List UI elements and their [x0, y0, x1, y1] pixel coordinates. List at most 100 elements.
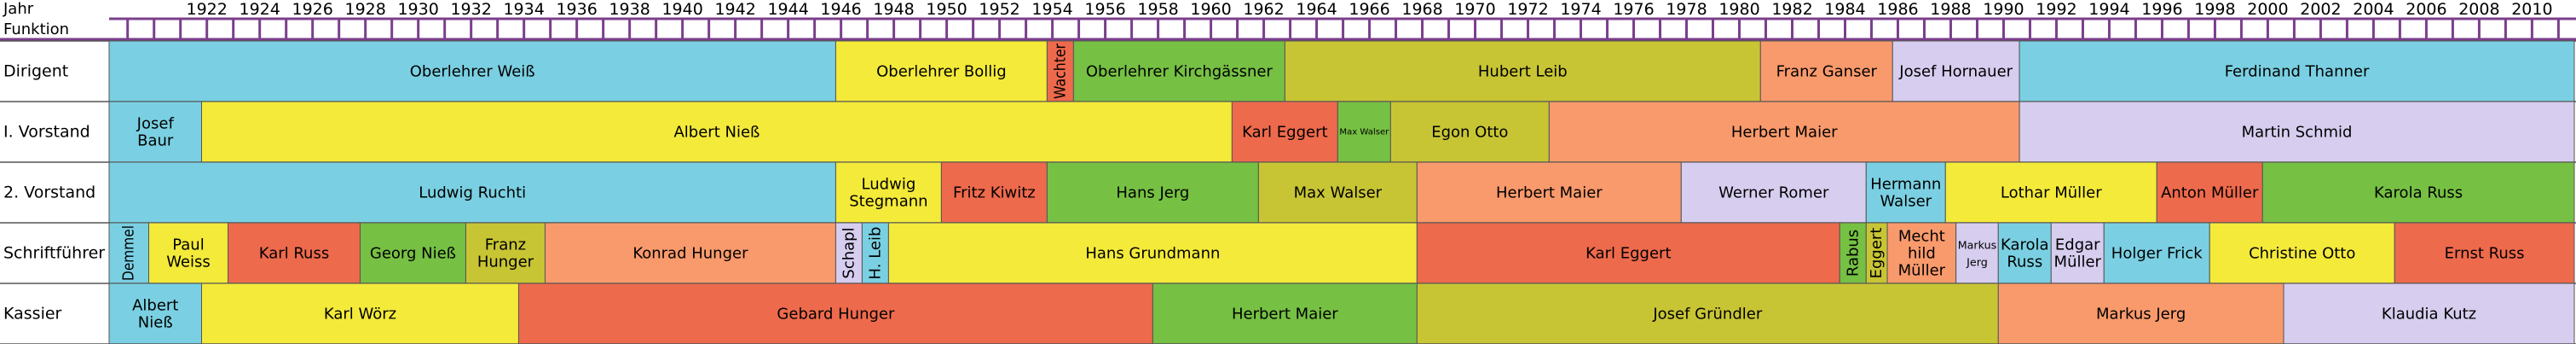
- segment-bar: [517, 283, 1153, 344]
- x-tick-label: 1954: [1031, 0, 1072, 19]
- x-tick-label: 1974: [1560, 0, 1601, 19]
- segment-label-line: Oberlehrer Kirchgässner: [1086, 62, 1274, 80]
- x-tick-label: 1952: [979, 0, 1019, 19]
- segment-label-line: hild: [1908, 244, 1936, 262]
- segment-bar: [200, 283, 519, 344]
- segment-bar: [1072, 40, 1285, 102]
- segment-label-line: Karola: [2001, 236, 2049, 254]
- segment-label-line: Nieß: [138, 313, 173, 331]
- segment-bar: [108, 283, 202, 344]
- x-tick-label: 1956: [1084, 0, 1125, 19]
- segment-franz-ganser: Franz Ganser: [1759, 40, 1893, 102]
- segment-christine-otto: Christine Otto: [2209, 222, 2395, 284]
- segment-bar: [1892, 40, 2020, 102]
- segment-markus-jerg: Markus Jerg: [1955, 222, 1999, 284]
- segment-bar: [1416, 222, 1840, 284]
- segment-label-line: Karl Wörz: [324, 305, 396, 323]
- segment-label-line: Hermann: [1870, 175, 1941, 193]
- segment-mecht-hild-mueller: Mecht hild Müller: [1886, 222, 1957, 284]
- segment-bar: [861, 222, 889, 284]
- segment-ferdinand-thanner: Ferdinand Thanner: [2019, 40, 2575, 102]
- segment-label-line: Josef Hornauer: [1898, 62, 2013, 80]
- segment-label-line: Oberlehrer Bollig: [876, 62, 1007, 80]
- x-tick-label: 1996: [2141, 0, 2182, 19]
- segment-anton-mueller: Anton Müller: [2156, 161, 2263, 224]
- segment-label: Max Walser: [1294, 184, 1383, 201]
- segment-label: Franz Ganser: [1776, 62, 1878, 80]
- segment-bar: [1152, 283, 1418, 344]
- segment-bar: [200, 101, 1233, 163]
- segment-bar: [1416, 161, 1682, 224]
- segment-karl-woerz: Karl Wörz: [200, 283, 519, 344]
- segment-bar: [108, 222, 149, 284]
- segment-herbert-maier: Herbert Maier: [1416, 161, 1682, 224]
- segment-bar: [1389, 101, 1550, 163]
- segment-label: Josef Baur: [136, 114, 175, 149]
- segment-label-line: Josef: [136, 114, 175, 132]
- segment-karola-russ: Karola Russ: [2261, 161, 2575, 224]
- segment-herbert-maier: Herbert Maier: [1548, 101, 2020, 163]
- segment-bar: [1231, 101, 1338, 163]
- segment-max-walser: Max Walser: [1257, 161, 1418, 224]
- segment-label: Oberlehrer Weiß: [410, 62, 535, 80]
- segment-label-line: Holger Frick: [2111, 244, 2203, 262]
- x-tick-label: 2004: [2353, 0, 2394, 19]
- x-tick-label: 1922: [187, 0, 228, 19]
- segment-lothar-mueller: Lothar Müller: [1944, 161, 2157, 224]
- row-label: Kassier: [3, 305, 62, 324]
- segment-markus-jerg: Markus Jerg: [1997, 283, 2284, 344]
- x-tick-label: 1932: [450, 0, 491, 19]
- segment-label-line: Karola Russ: [2374, 184, 2463, 201]
- row-label: Dirigent: [3, 62, 68, 81]
- segment-label: Edgar Müller: [2054, 236, 2102, 271]
- segment-label: Franz Hunger: [477, 236, 534, 271]
- row-dirigent: Dirigent Oberlehrer Weiß Oberlehrer Bollig…: [3, 40, 2575, 102]
- segment-josef-hornauer: Josef Hornauer: [1892, 40, 2020, 102]
- segment-bar: [1839, 222, 1867, 284]
- segment-label: Ludwig Stegmann: [849, 175, 927, 210]
- segment-label: Lothar Müller: [2001, 184, 2102, 201]
- segment-label: Paul Weiss: [166, 236, 211, 271]
- x-tick-label: 1978: [1666, 0, 1707, 19]
- row-label: Schriftführer: [3, 244, 105, 263]
- segment-label-line: Ferdinand Thanner: [2225, 62, 2370, 80]
- segment-bar: [1046, 161, 1259, 224]
- segment-label: Demmel: [120, 225, 138, 281]
- segment-label-line: Max Walser: [1339, 127, 1389, 137]
- segment-label-line: Christine Otto: [2249, 244, 2355, 262]
- segment-label-line: Hunger: [477, 253, 534, 271]
- segment-label-line: Albert Nieß: [673, 123, 760, 141]
- segment-label: Karola Russ: [2374, 184, 2463, 201]
- x-tick-label: 2010: [2511, 0, 2552, 19]
- segment-bar: [108, 161, 836, 224]
- segment-ludwig-ruchti: Ludwig Ruchti: [108, 161, 836, 224]
- segment-h-leib: H. Leib: [861, 222, 889, 284]
- x-tick-label: 1946: [820, 0, 861, 19]
- segment-label: Rabus: [1844, 230, 1862, 277]
- segment-werner-romer: Werner Romer: [1680, 161, 1867, 224]
- segment-konrad-hunger: Konrad Hunger: [544, 222, 836, 284]
- segment-label-line: Hans Grundmann: [1085, 244, 1220, 262]
- x-tick-label: 1962: [1243, 0, 1284, 19]
- x-tick-label: 2006: [2406, 0, 2446, 19]
- segment-label-line: Paul: [172, 236, 205, 254]
- segment-label-line: Jerg: [1966, 255, 1988, 268]
- segment-karl-russ: Karl Russ: [227, 222, 361, 284]
- segment-bar: [2156, 161, 2263, 224]
- x-tick-label: 1982: [1771, 0, 1812, 19]
- segment-label-line: Konrad Hunger: [632, 244, 748, 262]
- segment-egon-otto: Egon Otto: [1389, 101, 1550, 163]
- segment-label-line: Herbert Maier: [1731, 123, 1838, 141]
- segment-bar: [1257, 161, 1418, 224]
- segment-label: Gebard Hunger: [777, 305, 895, 323]
- segment-herbert-maier: Herbert Maier: [1152, 283, 1418, 344]
- segment-hans-grundmann: Hans Grundmann: [887, 222, 1418, 284]
- x-tick-label: 1984: [1824, 0, 1865, 19]
- segment-rabus: Rabus: [1839, 222, 1867, 284]
- segment-bar: [1284, 40, 1761, 102]
- segment-bar: [1886, 222, 1957, 284]
- row-i-vorstand: I. Vorstand Josef Baur Albert Nieß Karl Egge…: [3, 101, 2575, 163]
- segment-wachter: Wachter: [1046, 40, 1074, 102]
- x-tick-label: 1992: [2036, 0, 2076, 19]
- segment-label-line: Karl Eggert: [1242, 123, 1327, 141]
